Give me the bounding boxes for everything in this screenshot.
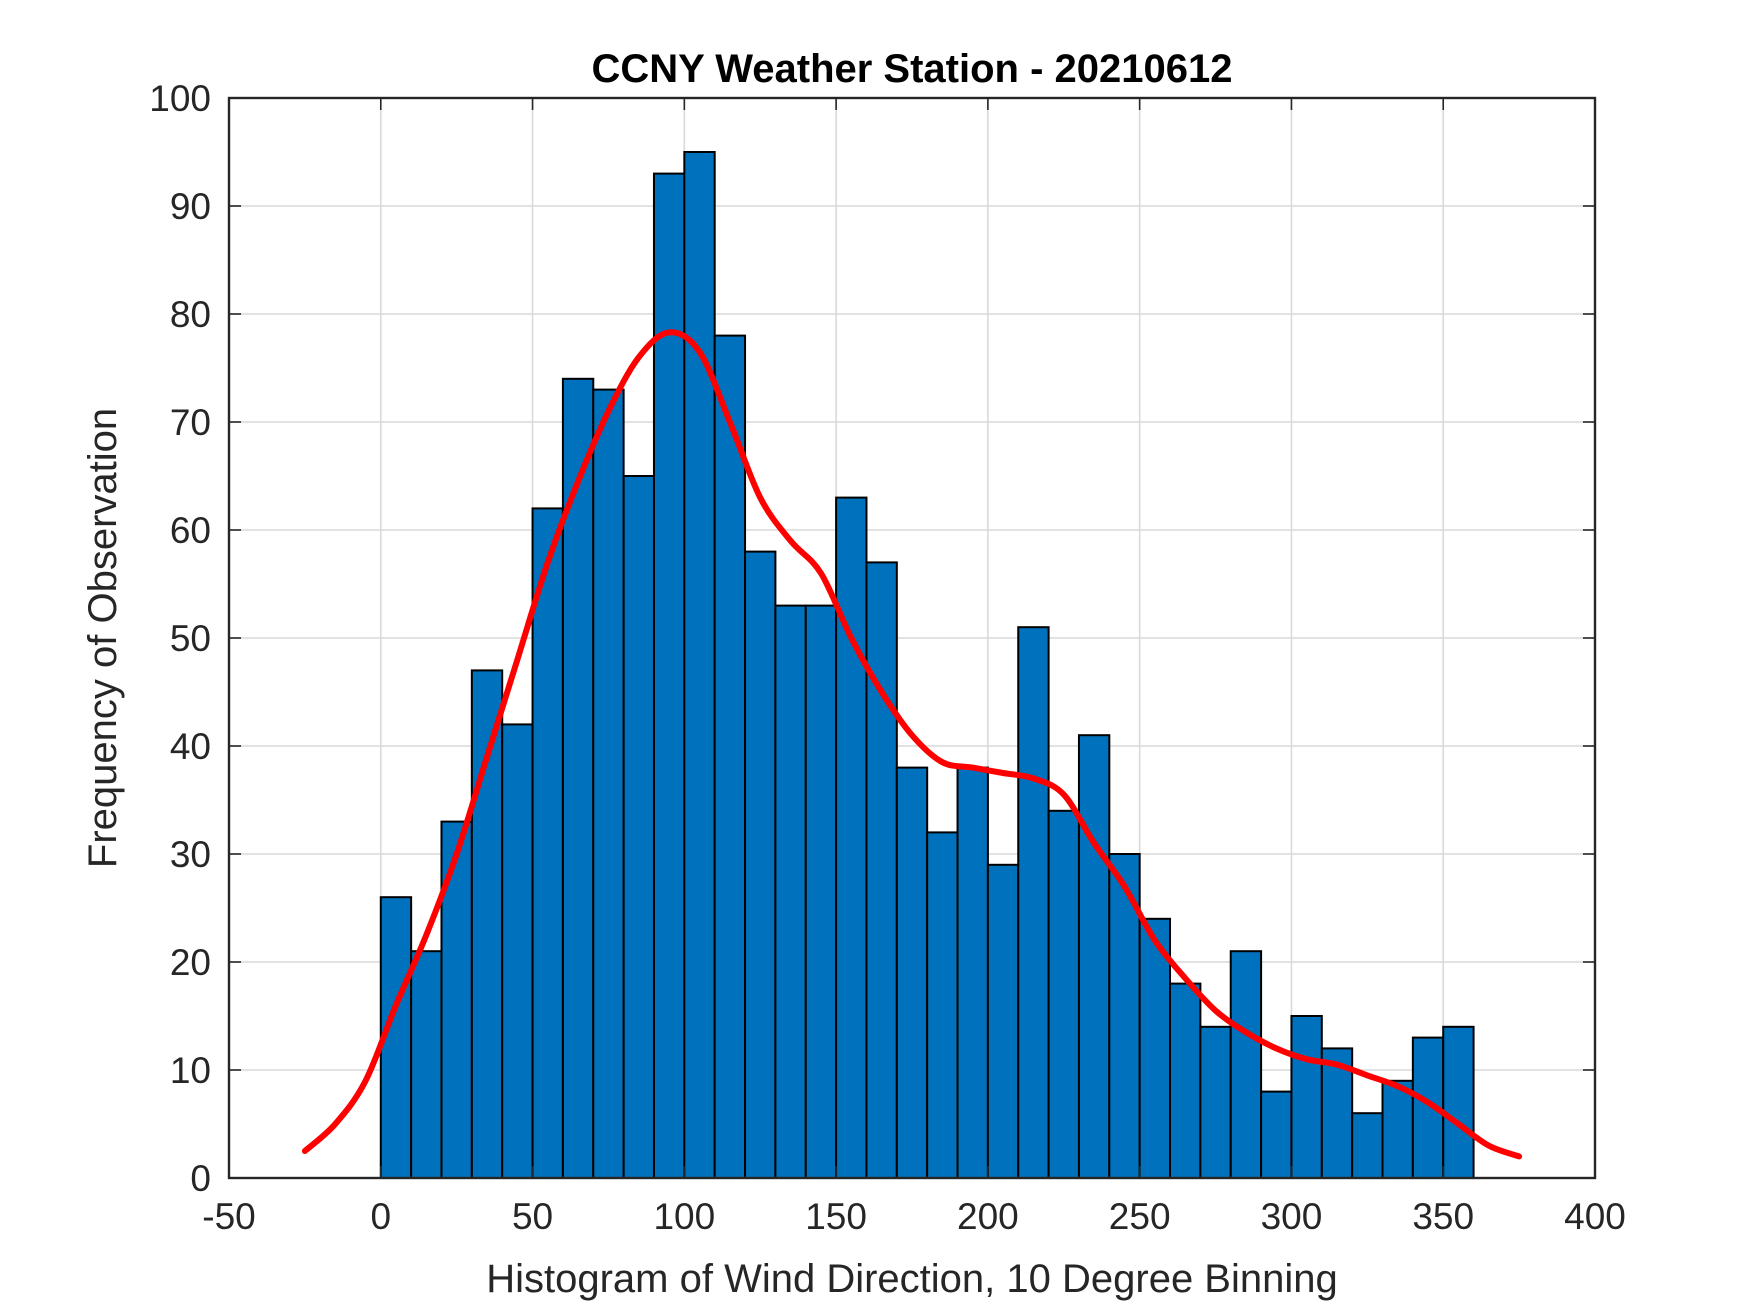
histogram-bar xyxy=(531,507,564,1179)
x-tick-label: 100 xyxy=(653,1196,715,1237)
histogram-bar xyxy=(1017,626,1050,1179)
histogram-bar xyxy=(1169,982,1202,1179)
histogram-bar xyxy=(501,723,534,1180)
x-tick-label: 0 xyxy=(370,1196,391,1237)
histogram-bar xyxy=(1381,1079,1414,1180)
x-tick-label: 400 xyxy=(1564,1196,1626,1237)
x-axis-label: Histogram of Wind Direction, 10 Degree B… xyxy=(486,1257,1338,1301)
histogram-bar xyxy=(986,863,1020,1179)
y-tick-label: 70 xyxy=(170,402,211,443)
histogram-bar xyxy=(1199,1025,1232,1180)
histogram-bar xyxy=(1351,1112,1384,1179)
histogram-bar xyxy=(410,950,443,1180)
x-tick-label: -50 xyxy=(202,1196,255,1237)
histogram-bar xyxy=(804,604,838,1179)
fit-curve xyxy=(301,329,1523,1160)
x-tick-label: 300 xyxy=(1261,1196,1323,1237)
histogram-bar xyxy=(592,388,625,1180)
histogram-bar xyxy=(774,604,807,1179)
y-axis-label: Frequency of Observation xyxy=(81,408,125,868)
y-tick-label: 10 xyxy=(170,1050,211,1091)
y-tick-labels: 0 10 20 30 40 50 60 70 80 90 100 xyxy=(149,78,211,1199)
chart-title: CCNY Weather Station - 20210612 xyxy=(592,47,1233,91)
y-tick-label: 100 xyxy=(149,78,211,119)
histogram-bar xyxy=(744,550,777,1179)
y-tick-label: 90 xyxy=(170,186,211,227)
tick-marks xyxy=(228,97,1596,1179)
histogram-bar xyxy=(1229,950,1263,1180)
histogram-bar xyxy=(835,496,868,1180)
histogram-bar xyxy=(683,151,716,1179)
x-tick-labels: -50 0 50 100 150 200 250 300 350 400 xyxy=(202,1196,1626,1237)
x-tick-label: 50 xyxy=(512,1196,553,1237)
x-tick-label: 150 xyxy=(805,1196,867,1237)
histogram-bar xyxy=(1077,734,1111,1179)
histogram-bar xyxy=(926,831,959,1180)
histogram-bar xyxy=(1442,1025,1475,1180)
x-tick-label: 250 xyxy=(1109,1196,1171,1237)
y-tick-label: 0 xyxy=(190,1158,211,1199)
histogram-bar xyxy=(895,766,929,1179)
y-tick-label: 50 xyxy=(170,618,211,659)
histogram-bar xyxy=(561,377,595,1179)
x-tick-label: 350 xyxy=(1412,1196,1474,1237)
x-tick-label: 200 xyxy=(957,1196,1019,1237)
histogram-bar xyxy=(865,561,898,1179)
histogram-bar xyxy=(956,766,989,1179)
y-tick-label: 30 xyxy=(170,834,211,875)
y-tick-label: 80 xyxy=(170,294,211,335)
histogram-bar xyxy=(440,820,473,1179)
histogram-bar xyxy=(1047,809,1080,1179)
histogram-bars xyxy=(379,151,1475,1180)
histogram-bar xyxy=(1260,1090,1293,1179)
histogram-bar xyxy=(1290,1015,1323,1179)
histogram-bar xyxy=(470,669,504,1180)
y-tick-label: 40 xyxy=(170,726,211,767)
histogram-bar xyxy=(622,475,655,1179)
y-tick-label: 20 xyxy=(170,942,211,983)
histogram-bar xyxy=(652,172,686,1180)
y-tick-label: 60 xyxy=(170,510,211,551)
histogram-bar xyxy=(713,334,747,1180)
